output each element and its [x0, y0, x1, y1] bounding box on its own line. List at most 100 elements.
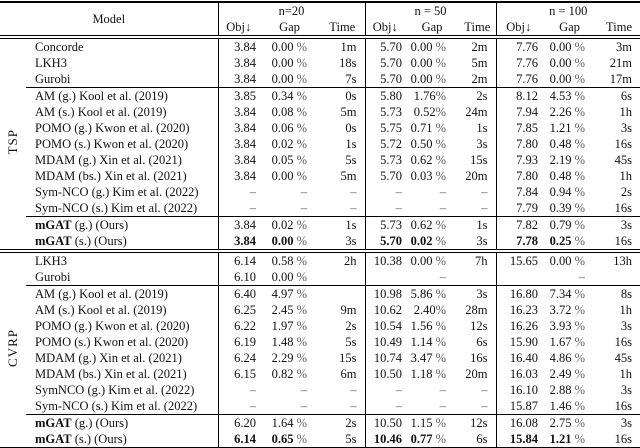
gap-value: 5.86	[410, 287, 433, 301]
header-row-columns: Obj↓ Gap Time Obj↓ Gap Time Obj↓ Gap Tim…	[0, 19, 640, 36]
gap-value: –	[439, 201, 447, 215]
gap-value: –	[439, 399, 447, 413]
model-cell: MDAM (g.) Xin et al. (2021)	[35, 351, 182, 365]
gap-cell: 2.26 %	[541, 104, 598, 120]
time-cell: 3s	[476, 234, 488, 248]
time-cell: 2s	[459, 87, 497, 104]
model-cell: POMO (g.) Kwon et al. (2020)	[35, 319, 190, 333]
gap-cell: 0.06 %	[259, 120, 320, 136]
gap-cell: –	[259, 184, 320, 200]
time-cell: 15s	[339, 351, 357, 365]
gap-cell: 0.52%	[405, 104, 459, 120]
time-cell: 18s	[339, 56, 357, 70]
gap-value: –	[439, 185, 447, 199]
obj-cell: 5.75	[364, 120, 406, 136]
time-cell: 2m	[471, 40, 488, 54]
gap-cell: 0.94 %	[541, 184, 598, 200]
gap-cell: 1.97 %	[259, 318, 320, 334]
obj-cell: 10.62	[364, 302, 406, 318]
time-cell: 1m	[340, 40, 357, 54]
time-cell: 2m	[471, 72, 488, 86]
gap-cell: 0.00 %	[259, 168, 320, 184]
obj-cell: 7.84	[495, 184, 542, 200]
gap-value: 0.39	[549, 201, 572, 215]
time-cell: 16s	[614, 399, 633, 413]
obj-cell: 5.73	[364, 216, 406, 233]
gap-percent-sign: %	[571, 56, 586, 70]
time-cell: 45s	[614, 153, 633, 167]
gap-value: 0.00	[410, 254, 433, 268]
gap-percent-sign: %	[432, 169, 447, 183]
gap-cell: 1.21 %	[541, 120, 598, 136]
gap-cell: 1.15 %	[405, 414, 460, 431]
col-header-gap: Gap	[559, 20, 580, 34]
obj-cell: 5.70	[364, 55, 406, 71]
gap-value: 0.52	[413, 105, 436, 119]
model-cell: AM (s.) Kool et al. (2019)	[35, 303, 167, 317]
model-cell: POMO (s.) Kwon et al. (2020)	[35, 335, 189, 349]
obj-cell: 7.76	[495, 71, 542, 88]
obj-cell: 3.84	[217, 120, 260, 136]
section-label-text: TSP	[5, 129, 20, 155]
gap-value: 0.48	[549, 169, 572, 183]
table-row: Sym-NCO (s.) Kim et al. (2022) – – – – – –15.8…	[0, 398, 640, 415]
gap-cell: 7.34 %	[541, 285, 599, 302]
table-row: Gurobi 3.84 0.00 % 7s 5.70 0.00 % 2m 7.76 0.00 %…	[0, 71, 640, 88]
double-rule-line	[0, 35, 640, 39]
gap-value: 0.06	[271, 121, 294, 135]
col-header-time: Time	[329, 20, 356, 34]
table-row: POMO (s.) Kwon et al. (2020) 6.19 1.48 % 5s…	[0, 334, 640, 350]
gap-value: 0.48	[549, 137, 572, 151]
model-cell: LKH3	[35, 56, 67, 70]
gap-percent-sign: %	[432, 416, 447, 430]
gap-percent-sign: %	[571, 367, 586, 381]
obj-cell: 6.20	[217, 414, 260, 431]
gap-value: 0.62	[410, 153, 433, 167]
table-row: SymNCO (g.) Kim et al. (2022) – – – – – –16.10…	[0, 382, 640, 398]
gap-value: 0.00	[410, 56, 433, 70]
time-cell: 2s	[320, 414, 366, 431]
double-rule-line	[0, 249, 640, 253]
gap-cell: 0.62 %	[405, 216, 460, 233]
gap-cell: 1.64 %	[259, 414, 321, 431]
table-row: Gurobi 6.10 0.00 % – –	[0, 269, 640, 286]
gap-cell: 0.05 %	[259, 152, 320, 168]
obj-cell: 16.23	[495, 302, 542, 318]
obj-cell: 16.08	[495, 414, 542, 431]
gap-value: 0.34	[271, 89, 294, 103]
gap-cell: 2.40%	[405, 302, 459, 318]
obj-cell: 15.65	[495, 252, 542, 269]
obj-cell: 16.26	[495, 318, 542, 334]
time-cell: –	[481, 185, 488, 199]
obj-cell: 5.70	[364, 168, 406, 184]
table-row: mGAT (g.) (Ours) 3.84 0.02 % 1s 5.73 0.62 % 1s…	[0, 216, 640, 233]
time-cell	[459, 269, 496, 286]
gap-percent-sign: %	[571, 72, 586, 86]
gap-percent-sign: %	[293, 319, 308, 333]
gap-value: 0.00	[549, 40, 572, 54]
table-row: Sym-NCO (s.) Kim et al. (2022) – – – – – –7.79…	[0, 200, 640, 217]
gap-value: 1.56	[410, 319, 433, 333]
gap-percent-sign: %	[571, 383, 586, 397]
gap-cell: 0.02 %	[405, 233, 459, 250]
table-row: AM (s.) Kool et al. (2019) 6.25 2.45 % 9m 10…	[0, 302, 640, 318]
gap-percent-sign: %	[571, 137, 586, 151]
table-row: POMO (s.) Kwon et al. (2020) 3.84 0.02 % 1s…	[0, 136, 640, 152]
gap-cell: 0.00 %	[541, 71, 598, 88]
time-cell: 2h	[344, 254, 357, 268]
gap-percent-sign: %	[435, 303, 447, 317]
time-cell: 1s	[476, 121, 488, 135]
gap-value: 0.25	[549, 234, 572, 248]
gap-cell: 2.19 %	[541, 152, 598, 168]
obj-cell: –	[364, 398, 406, 415]
gap-value: 0.65	[271, 432, 294, 446]
gap-value: 0.00	[271, 270, 294, 284]
gap-cell: 1.56 %	[405, 318, 459, 334]
obj-cell: –	[364, 382, 406, 398]
obj-cell: 16.40	[495, 350, 542, 366]
gap-percent-sign: %	[293, 153, 308, 167]
gap-percent-sign: %	[571, 319, 586, 333]
gap-cell: 4.86 %	[541, 350, 598, 366]
gap-value: 1.97	[271, 319, 294, 333]
